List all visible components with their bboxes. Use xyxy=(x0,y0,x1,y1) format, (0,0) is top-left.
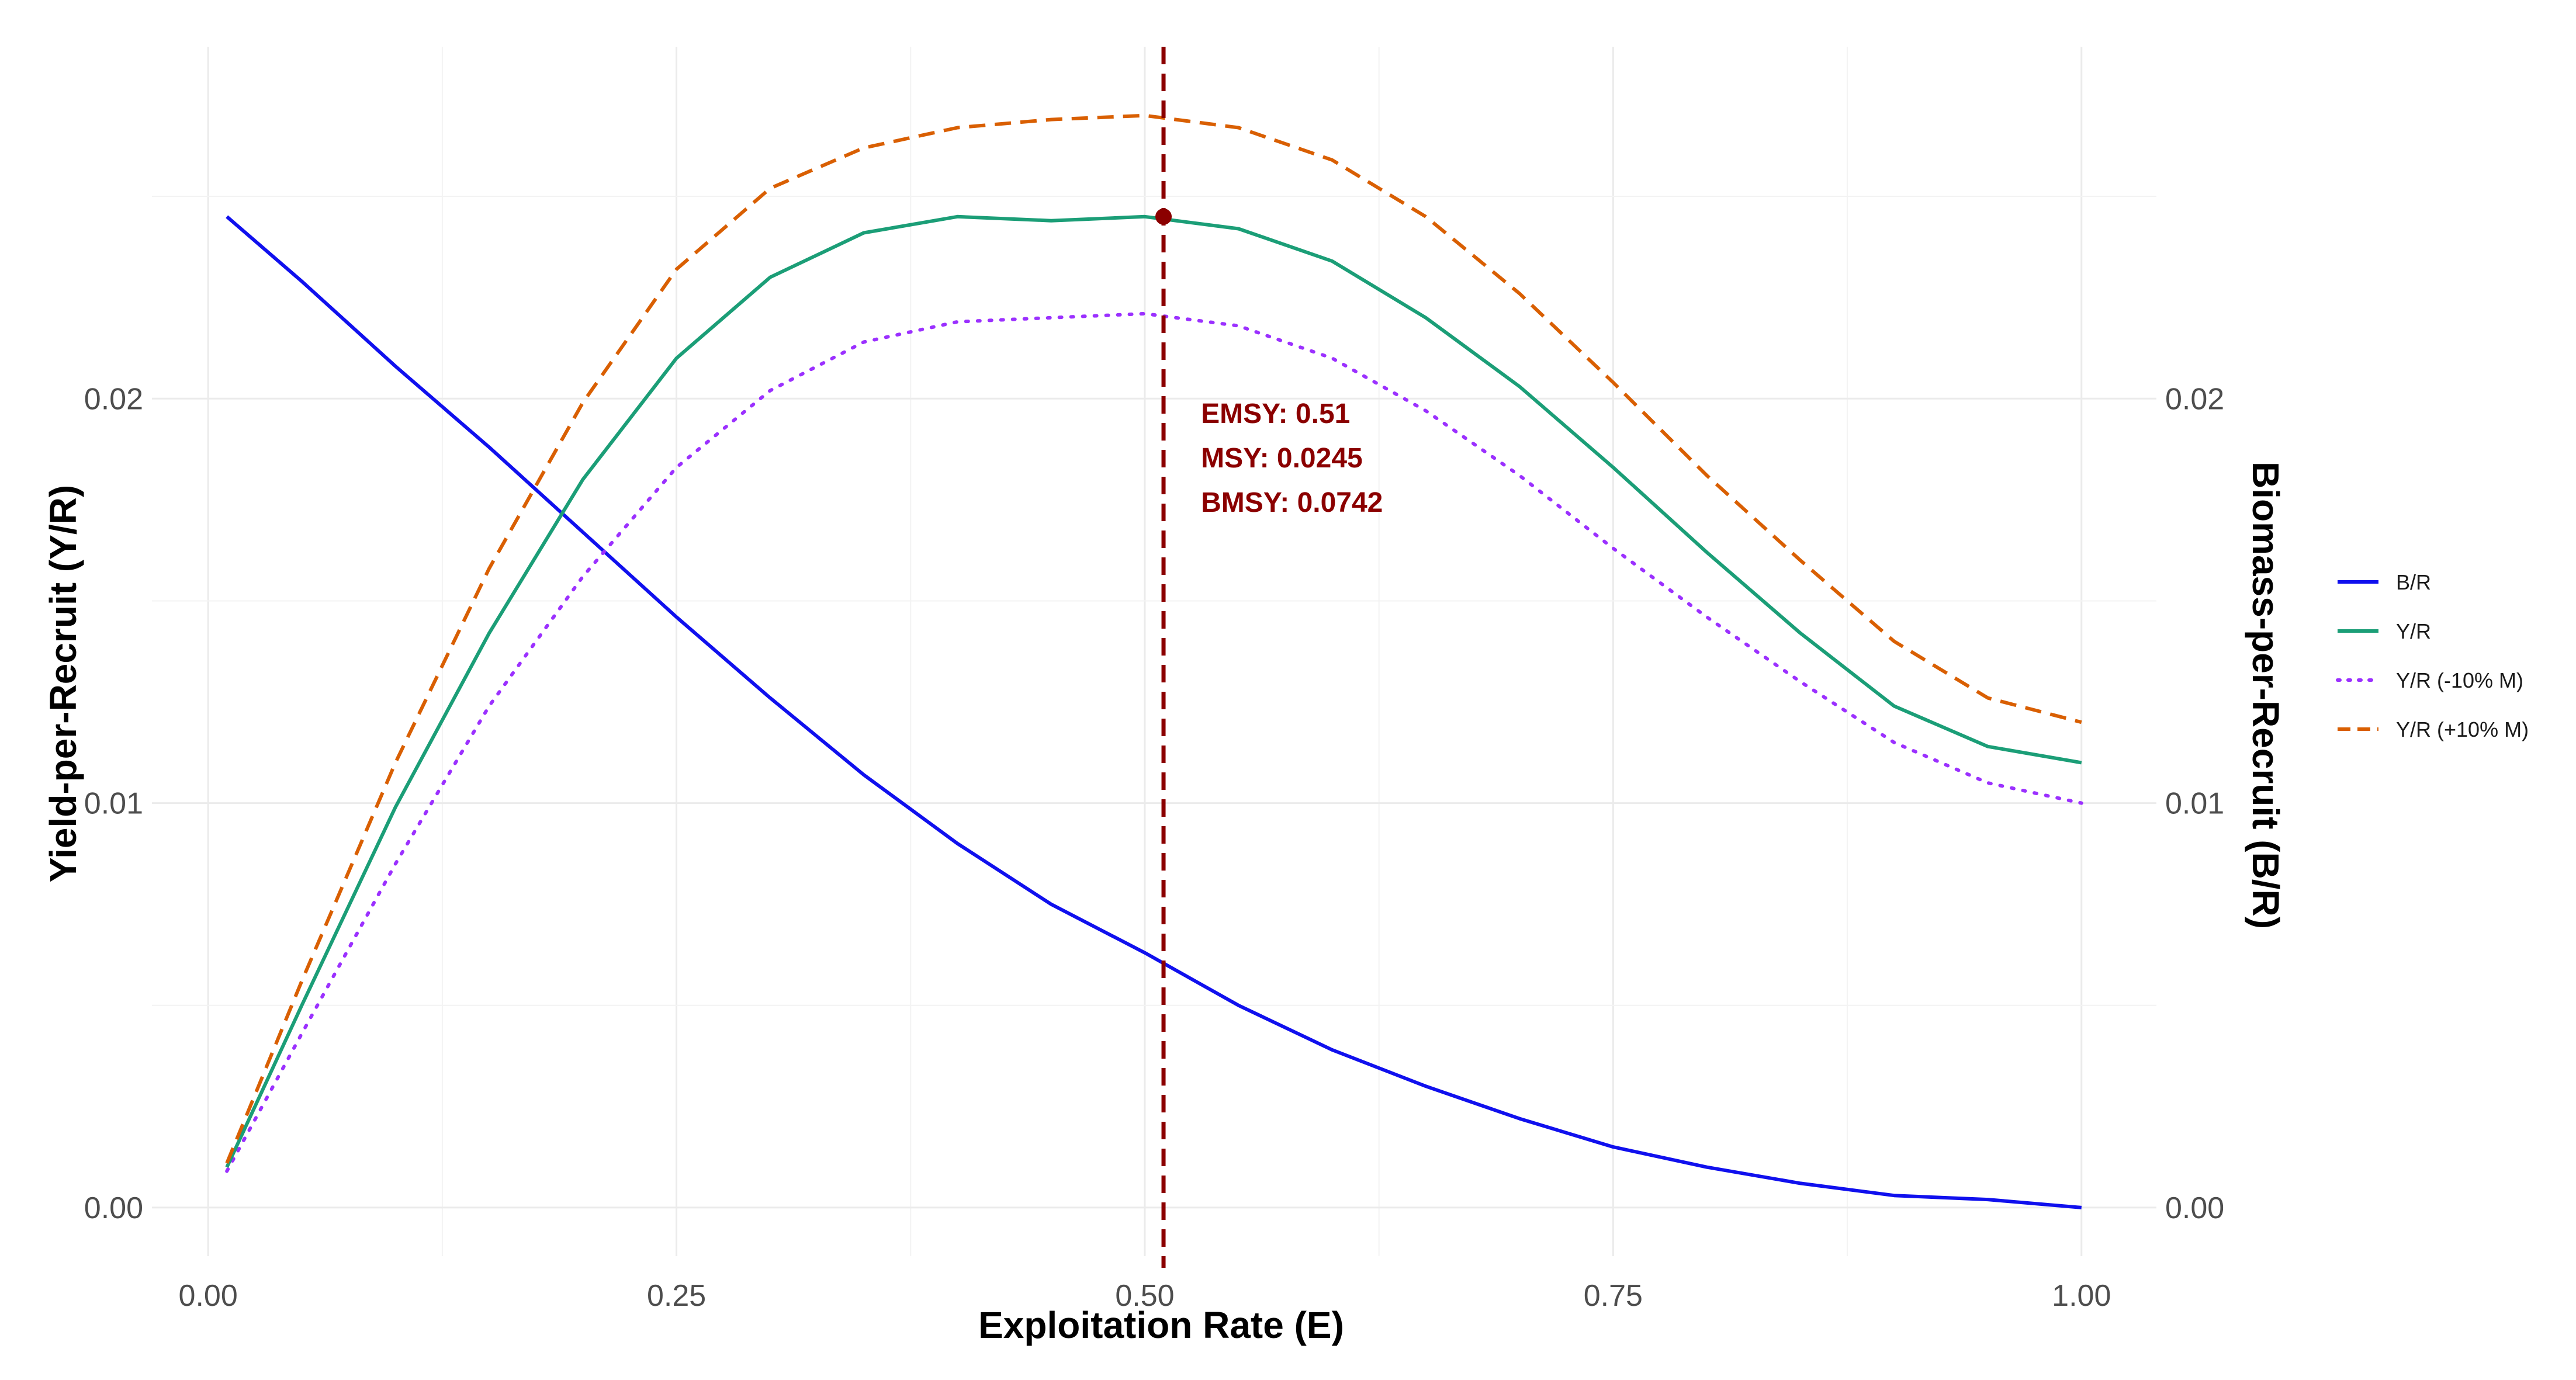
reference-layer xyxy=(1155,47,1172,1268)
series-line-y-r-10-m xyxy=(225,113,2082,1164)
y-axis-ticks: 0.00 0.01 0.02 xyxy=(84,382,143,1225)
series-line-b-r xyxy=(226,215,2082,1209)
msy-annotation: EMSY: 0.51 MSY: 0.0245 BMSY: 0.0742 xyxy=(1201,398,1383,518)
legend-label: Y/R (+10% M) xyxy=(2396,717,2529,741)
legend-label: Y/R (-10% M) xyxy=(2396,668,2523,692)
x-tick-label: 0.00 xyxy=(179,1279,238,1313)
x-axis-ticks: 0.00 0.25 0.50 0.75 1.00 xyxy=(179,1279,2111,1313)
legend-label: Y/R xyxy=(2396,619,2431,643)
annotation-line: BMSY: 0.0742 xyxy=(1201,487,1383,518)
x-tick-label: 0.25 xyxy=(647,1279,706,1313)
legend: B/R Y/R Y/R (-10% M) Y/R (+10% M) xyxy=(2336,570,2529,741)
y2-axis-title: Biomass-per-Recruit (B/R) xyxy=(2245,462,2287,929)
x-tick-label: 1.00 xyxy=(2052,1279,2111,1313)
legend-label: B/R xyxy=(2396,570,2431,594)
grid-lines xyxy=(152,47,2156,1256)
x-tick-label: 0.50 xyxy=(1115,1279,1174,1313)
y-tick-label: 0.01 xyxy=(84,787,143,821)
y2-axis-ticks: 0.00 0.01 0.02 xyxy=(2165,382,2224,1225)
y2-tick-label: 0.02 xyxy=(2165,382,2224,416)
y2-tick-label: 0.00 xyxy=(2165,1191,2224,1225)
x-axis-title: Exploitation Rate (E) xyxy=(978,1304,1344,1346)
series-layer xyxy=(225,113,2083,1209)
msy-point xyxy=(1155,208,1172,225)
x-tick-label: 0.75 xyxy=(1584,1279,1643,1313)
y2-tick-label: 0.01 xyxy=(2165,787,2224,821)
annotation-line: EMSY: 0.51 xyxy=(1201,398,1350,429)
series-line-y-r-10-m xyxy=(225,311,2083,1173)
y-axis-title: Yield-per-Recruit (Y/R) xyxy=(42,485,84,882)
y-tick-label: 0.00 xyxy=(84,1191,143,1225)
series-line-y-r xyxy=(225,214,2082,1168)
annotation-line: MSY: 0.0245 xyxy=(1201,443,1363,474)
y-tick-label: 0.02 xyxy=(84,382,143,416)
